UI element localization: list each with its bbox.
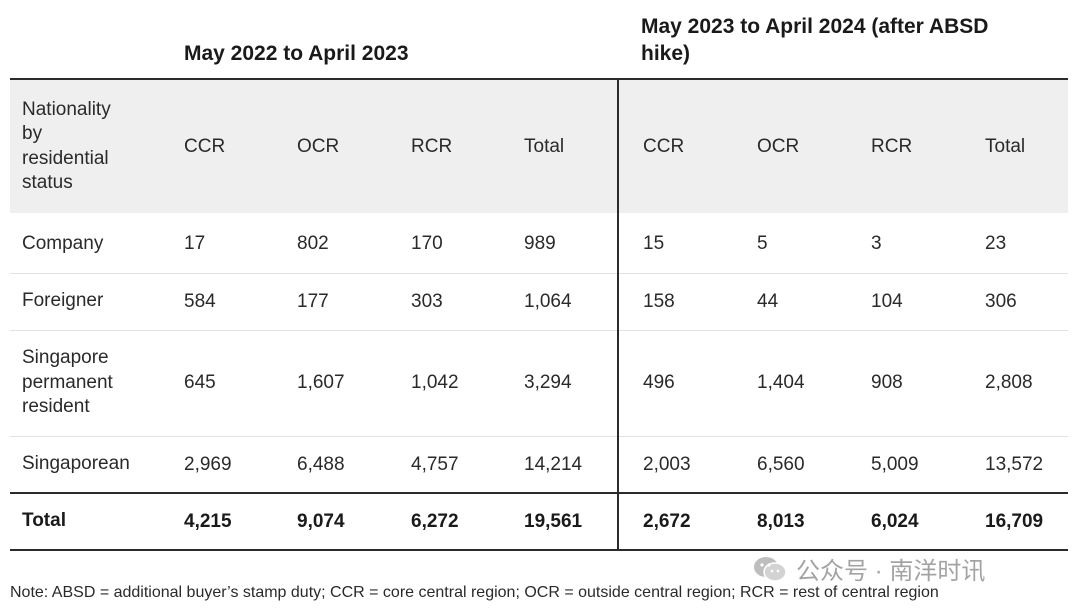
row-label: Singapore permanent resident (22, 347, 113, 418)
cell-p1-rcr: 303 (411, 290, 443, 312)
cell-p2-total: 306 (985, 290, 1017, 312)
cell-p1-rcr: 170 (411, 233, 443, 254)
column-header-p1-rcr: RCR (411, 135, 453, 157)
cell-p2-ccr: 496 (643, 372, 675, 393)
cell-p2-ocr: 44 (757, 290, 779, 312)
cell-p1-ccr: 645 (184, 372, 216, 393)
column-header-p2-total: Total (985, 135, 1026, 157)
cell-p2-rcr: 3 (871, 233, 882, 254)
column-header-p2-rcr: RCR (871, 135, 913, 157)
cell-p1-total: 989 (524, 233, 556, 254)
column-header-band (10, 80, 1068, 213)
total-p1-ccr: 4,215 (184, 510, 232, 532)
total-p1-total: 19,561 (524, 510, 583, 532)
cell-p1-total: 14,214 (524, 453, 583, 475)
watermark: 公众号 · 南洋时讯 (752, 551, 985, 586)
cell-p2-rcr: 908 (871, 372, 903, 393)
column-header-nationality: Nationality by residential status (22, 98, 111, 194)
cell-p1-rcr: 1,042 (411, 372, 459, 393)
cell-p1-rcr: 4,757 (411, 453, 459, 475)
row-label: Company (22, 232, 104, 254)
cell-p2-total: 23 (985, 233, 1007, 254)
column-header-p2-ccr: CCR (643, 135, 685, 157)
column-header-p1-total: Total (524, 135, 565, 157)
cell-p1-ocr: 6,488 (297, 453, 345, 475)
total-p2-ccr: 2,672 (643, 510, 691, 532)
period1-heading: May 2022 to April 2023 (184, 42, 409, 65)
cell-p2-ccr: 2,003 (643, 453, 691, 475)
footnote: Note: ABSD = additional buyer’s stamp du… (10, 584, 939, 601)
cell-p2-ccr: 15 (643, 233, 665, 254)
cell-p1-ccr: 584 (184, 290, 216, 312)
row-divider (10, 330, 1068, 331)
period-separator (617, 80, 619, 551)
cell-p1-ccr: 17 (184, 233, 206, 254)
column-header-p2-ocr: OCR (757, 135, 800, 157)
cell-p2-ocr: 1,404 (757, 372, 805, 393)
cell-p1-ocr: 802 (297, 233, 329, 254)
cell-p1-ccr: 2,969 (184, 453, 232, 475)
totals-label: Total (22, 510, 66, 532)
cell-p2-total: 2,808 (985, 372, 1033, 393)
cell-p1-total: 3,294 (524, 372, 572, 393)
total-p2-total: 16,709 (985, 510, 1044, 532)
watermark-text: 公众号 · 南洋时讯 (796, 558, 986, 585)
column-header-p1-ocr: OCR (297, 135, 340, 157)
table-bottom-rule (10, 549, 1068, 551)
row-label: Singaporean (22, 453, 130, 475)
cell-p1-total: 1,064 (524, 290, 572, 312)
cell-p2-rcr: 5,009 (871, 453, 919, 475)
cell-p2-ccr: 158 (643, 290, 675, 312)
row-divider (10, 436, 1068, 437)
cell-p2-total: 13,572 (985, 453, 1044, 475)
cell-p2-ocr: 5 (757, 233, 768, 254)
totals-rule (10, 492, 1068, 494)
total-p1-rcr: 6,272 (411, 510, 459, 532)
cell-p1-ocr: 177 (297, 290, 329, 312)
period2-heading: May 2023 to April 2024 (after ABSD hike) (641, 15, 989, 65)
total-p1-ocr: 9,074 (297, 510, 345, 532)
cell-p1-ocr: 1,607 (297, 372, 345, 393)
cell-p2-ocr: 6,560 (757, 453, 805, 475)
cell-p2-rcr: 104 (871, 290, 903, 312)
row-divider (10, 273, 1068, 274)
table-top-rule (10, 78, 1068, 80)
total-p2-ocr: 8,013 (757, 510, 805, 532)
column-header-p1-ccr: CCR (184, 135, 226, 157)
total-p2-rcr: 6,024 (871, 510, 919, 532)
row-label: Foreigner (22, 290, 104, 312)
wechat-icon (754, 556, 787, 582)
